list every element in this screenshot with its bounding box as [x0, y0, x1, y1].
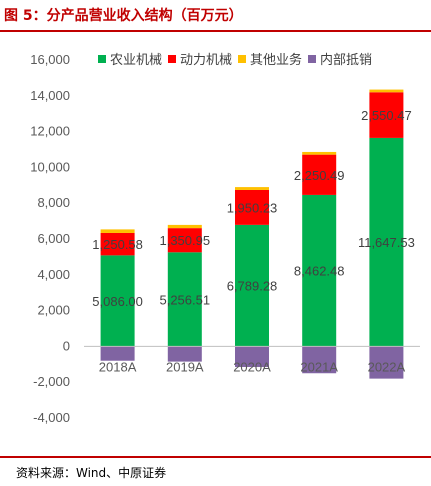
y-axis: -4,000 -2,000 0 2,000 4,000 6,000 8,000 10,000 1… — [30, 52, 70, 425]
data-label: 2,550.47 — [361, 108, 412, 123]
bar-segment — [235, 189, 269, 225]
data-label: 1,950.23 — [227, 200, 278, 215]
bar-segment — [235, 224, 269, 347]
x-tick-label: 2021A — [300, 359, 338, 374]
bar-segment — [167, 224, 202, 229]
source-note: 资料来源：Wind、中原证券 — [16, 466, 167, 480]
bar-segment — [369, 92, 404, 138]
y-tick-label: -2,000 — [33, 374, 70, 389]
bar-segment — [302, 194, 337, 347]
data-label: 8,462.48 — [294, 264, 345, 279]
data-label: 6,789.28 — [227, 279, 278, 294]
legend-label: 内部抵销 — [320, 52, 372, 67]
bar-segment — [369, 346, 404, 379]
bar-segment — [100, 255, 135, 347]
legend-label: 动力机械 — [180, 52, 232, 67]
y-tick-label: 4,000 — [37, 267, 70, 282]
legend: 农业机械 动力机械 其他业务 内部抵销 — [98, 52, 372, 67]
y-tick-label: -4,000 — [33, 410, 70, 425]
title-divider — [0, 30, 431, 32]
data-label: 1,350.95 — [159, 233, 210, 248]
bar-segment — [100, 232, 135, 256]
legend-swatch — [168, 55, 176, 63]
bar-segment — [302, 346, 337, 374]
bar-segment — [100, 346, 135, 361]
data-label: 11,647.53 — [358, 235, 415, 250]
data-label: 1,250.58 — [92, 237, 143, 252]
legend-swatch — [238, 55, 246, 63]
bar-segment — [167, 252, 202, 347]
y-tick-label: 10,000 — [30, 159, 70, 174]
bar-data-labels: 5,086.00 5,256.51 6,789.28 8,462.48 11,647.5… — [92, 108, 415, 309]
y-tick-label: 2,000 — [37, 303, 70, 318]
y-tick-label: 8,000 — [37, 195, 70, 210]
legend-label: 其他业务 — [250, 52, 302, 67]
figure-title: 图 5：分产品营业收入结构（百万元） — [4, 8, 243, 24]
figure-header: 图 5：分产品营业收入结构（百万元） — [0, 0, 431, 32]
x-tick-label: 2022A — [368, 359, 406, 374]
data-label: 5,086.00 — [92, 294, 143, 309]
source-divider — [0, 456, 431, 458]
bar-segment — [100, 229, 135, 233]
legend-swatch — [98, 55, 106, 63]
x-tick-label: 2019A — [166, 359, 204, 374]
bar-segment — [302, 151, 337, 155]
bar-segment — [369, 89, 404, 93]
data-label: 5,256.51 — [159, 292, 210, 307]
x-tick-label: 2018A — [99, 359, 137, 374]
stacked-bar-chart: -4,000 -2,000 0 2,000 4,000 6,000 8,000 10,000 1… — [30, 52, 420, 425]
y-tick-label: 12,000 — [30, 124, 70, 139]
y-tick-label: 14,000 — [30, 88, 70, 103]
legend-label: 农业机械 — [110, 52, 162, 67]
bar-segment — [167, 228, 202, 253]
legend-swatch — [308, 55, 316, 63]
bar-segment — [235, 346, 269, 367]
y-tick-label: 16,000 — [30, 52, 70, 67]
x-tick-label: 2020A — [233, 359, 271, 374]
x-axis: 2018A 2019A 2020A 2021A 2022A — [99, 359, 406, 374]
data-label: 2,250.49 — [294, 168, 345, 183]
bar-segment — [167, 346, 202, 362]
chart-area: -4,000 -2,000 0 2,000 4,000 6,000 8,000 10,000 1… — [0, 32, 431, 456]
y-tick-label: 6,000 — [37, 231, 70, 246]
bar-segment — [369, 137, 404, 347]
bar-segment — [302, 154, 337, 195]
bars — [100, 89, 404, 379]
y-tick-label: 0 — [63, 338, 70, 353]
bar-segment — [235, 187, 269, 190]
